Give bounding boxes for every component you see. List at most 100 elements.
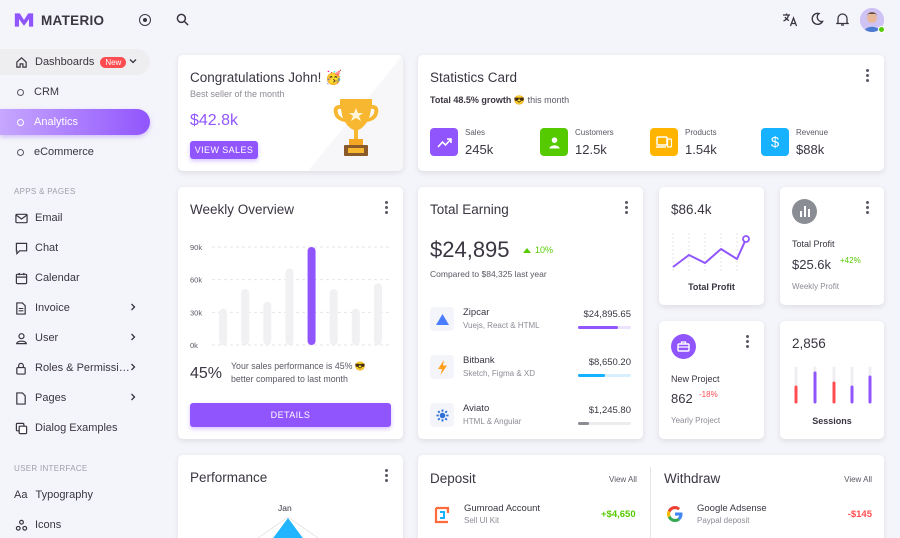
sidebar-item-label: User xyxy=(35,332,59,344)
sessions-card: 2,856 Sessions xyxy=(780,321,884,439)
sessions-value: 2,856 xyxy=(792,336,826,351)
earning-progress xyxy=(578,422,631,425)
statistics-growth: Total 48.5% growth 😎 this month xyxy=(430,95,569,106)
withdraw-item-amount: -$145 xyxy=(847,509,872,520)
sidebar-item-label: Dashboards xyxy=(35,56,95,68)
profit-line-value: $86.4k xyxy=(671,202,712,217)
weekly-bar[interactable] xyxy=(307,247,316,345)
divider xyxy=(650,467,651,538)
more-options-icon[interactable] xyxy=(860,68,874,82)
briefcase-icon xyxy=(671,334,696,359)
sidebar-item-dialog-examples[interactable]: Dialog Examples xyxy=(0,415,150,441)
sidebar-item-invoice[interactable]: Invoice xyxy=(0,295,150,321)
sidebar-item-label: Roles & Permissi… xyxy=(35,362,130,374)
sidebar-item-label: Icons xyxy=(35,519,62,531)
progress-fill xyxy=(578,374,605,377)
sidebar-item-dashboards[interactable]: Dashboards New xyxy=(0,49,150,75)
sales-label: Sales xyxy=(465,128,486,137)
weekly-bar[interactable] xyxy=(263,301,272,345)
sidebar-item-pages[interactable]: Pages xyxy=(0,385,150,411)
weekly-bar-chart: 90k 60k 30k 0k xyxy=(190,243,389,350)
more-options-icon[interactable] xyxy=(740,334,754,348)
zipcar-logo-icon xyxy=(430,307,454,331)
chevron-right-icon xyxy=(128,392,138,405)
brand[interactable]: MATERIO xyxy=(14,12,104,28)
congratulations-card: Congratulations John! 🥳 Best seller of t… xyxy=(178,55,403,171)
earning-change: 10% xyxy=(523,245,553,255)
dark-mode-icon[interactable] xyxy=(810,12,824,29)
growth-emoji: 😎 xyxy=(513,95,526,105)
weekly-bar[interactable] xyxy=(285,268,294,345)
deposit-view-all-link[interactable]: View All xyxy=(609,475,637,484)
notification-bell-icon[interactable] xyxy=(835,12,850,29)
aviato-logo-icon xyxy=(430,403,454,427)
new-project-change: -18% xyxy=(699,390,718,399)
trophy-icon xyxy=(332,95,380,164)
chevron-right-icon xyxy=(128,362,138,375)
earning-progress xyxy=(578,374,631,377)
typography-icon: Aa xyxy=(14,489,28,501)
sidebar-item-label: Pages xyxy=(35,392,67,404)
new-project-sub: Yearly Project xyxy=(671,416,721,425)
total-earning-card: Total Earning $24,895 10% Compared to $8… xyxy=(418,187,643,439)
sidebar-item-calendar[interactable]: Calendar xyxy=(0,265,150,291)
sidebar-item-label: Calendar xyxy=(35,272,80,284)
deposit-item-sub: Sell UI Kit xyxy=(464,516,500,525)
google-logo-icon xyxy=(666,505,684,526)
congrats-title: Congratulations John! 🥳 xyxy=(190,70,342,85)
calendar-icon xyxy=(14,271,28,285)
new-badge: New xyxy=(100,56,127,68)
sidebar-item-roles[interactable]: Roles & Permissi… xyxy=(0,355,150,381)
chevron-right-icon xyxy=(128,332,138,345)
weekly-bar[interactable] xyxy=(329,289,338,345)
sidebar-item-analytics[interactable]: Analytics xyxy=(0,109,150,135)
revenue-label: Revenue xyxy=(796,128,829,137)
home-icon xyxy=(14,55,28,69)
total-profit-change: +42% xyxy=(840,256,861,265)
withdraw-view-all-link[interactable]: View All xyxy=(844,475,872,484)
more-options-icon[interactable] xyxy=(619,200,633,214)
sidebar-item-email[interactable]: Email xyxy=(0,205,150,231)
earning-item-amount: $8,650.20 xyxy=(588,357,631,368)
congrats-subtitle: Best seller of the month xyxy=(190,89,285,99)
sidebar-item-typography[interactable]: Aa Typography xyxy=(0,482,150,508)
sidebar-item-chat[interactable]: Chat xyxy=(0,235,150,261)
invoice-icon xyxy=(14,301,28,315)
weekly-bar[interactable] xyxy=(241,289,250,345)
search-icon[interactable] xyxy=(176,13,189,29)
deposit-item-name: Gumroad Account xyxy=(464,503,541,514)
online-status-dot xyxy=(878,26,885,33)
profit-line-chart xyxy=(672,233,750,271)
translate-icon[interactable] xyxy=(782,12,798,30)
gumroad-logo-icon xyxy=(432,505,452,528)
sidebar-item-icons[interactable]: Icons xyxy=(0,512,150,538)
performance-radar-chart xyxy=(257,516,319,538)
sessions-label: Sessions xyxy=(812,416,852,426)
circle-icon xyxy=(17,148,24,156)
customers-label: Customers xyxy=(575,128,614,137)
products-label: Products xyxy=(685,128,717,137)
section-user-interface: USER INTERFACE xyxy=(14,464,88,473)
total-profit-sub: Weekly Profit xyxy=(792,282,839,291)
sidebar-item-crm[interactable]: CRM xyxy=(0,79,150,105)
view-sales-button[interactable]: VIEW SALES xyxy=(190,141,258,159)
earning-item-sub: Vuejs, React & HTML xyxy=(463,321,540,330)
earning-item-name: Aviato xyxy=(463,403,490,414)
sidebar-item-label: Invoice xyxy=(35,302,70,314)
weekly-bar[interactable] xyxy=(219,308,228,345)
sidebar-toggle-icon[interactable] xyxy=(139,14,151,26)
weekly-bar[interactable] xyxy=(351,308,360,345)
sidebar-item-user[interactable]: User xyxy=(0,325,150,351)
weekly-overview-card: Weekly Overview 90k 60k 30k 0k 45% Your sal… xyxy=(178,187,403,439)
sidebar-item-ecommerce[interactable]: eCommerce xyxy=(0,139,150,165)
sessions-bar-chart xyxy=(794,366,872,404)
more-options-icon[interactable] xyxy=(379,200,393,214)
products-stat-icon xyxy=(650,128,678,156)
sidebar-item-label: CRM xyxy=(34,86,60,98)
more-options-icon[interactable] xyxy=(379,468,393,482)
profit-line-card: $86.4k Total Profit xyxy=(659,187,764,305)
withdraw-item-sub: Paypal deposit xyxy=(697,516,750,525)
details-button[interactable]: DETAILS xyxy=(190,403,391,427)
weekly-bar[interactable] xyxy=(373,283,382,345)
more-options-icon[interactable] xyxy=(860,200,874,214)
